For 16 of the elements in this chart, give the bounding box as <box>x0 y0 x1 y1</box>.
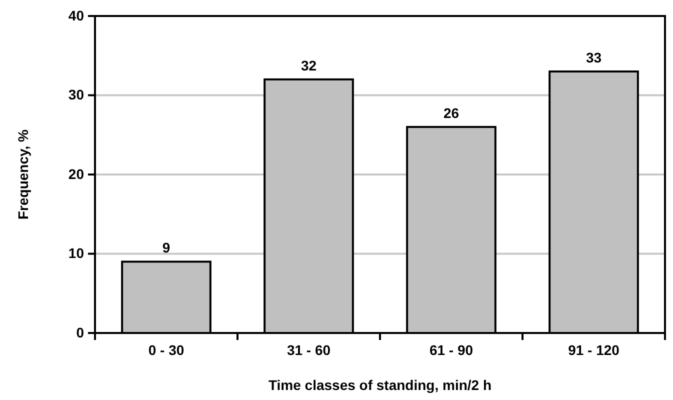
x-tick-label: 61 - 90 <box>429 342 474 358</box>
bar <box>121 260 212 334</box>
y-tick-label: 30 <box>68 86 84 103</box>
x-tick-label: 91 - 120 <box>568 342 620 358</box>
y-tick-label: 10 <box>68 245 84 262</box>
y-tick-label: 20 <box>68 166 84 182</box>
x-tick-label: 0 - 30 <box>148 342 184 358</box>
y-axis-title: Frequency, % <box>15 128 31 220</box>
x-axis-title: Time classes of standing, min/2 h <box>268 377 492 393</box>
y-tick-label: 40 <box>68 7 84 24</box>
data-label: 9 <box>162 240 170 256</box>
x-tick-label: 31 - 60 <box>286 342 331 358</box>
data-label: 32 <box>300 57 317 74</box>
y-tick-label: 0 <box>76 324 84 340</box>
data-label: 33 <box>586 49 602 66</box>
data-label: 26 <box>443 104 460 121</box>
